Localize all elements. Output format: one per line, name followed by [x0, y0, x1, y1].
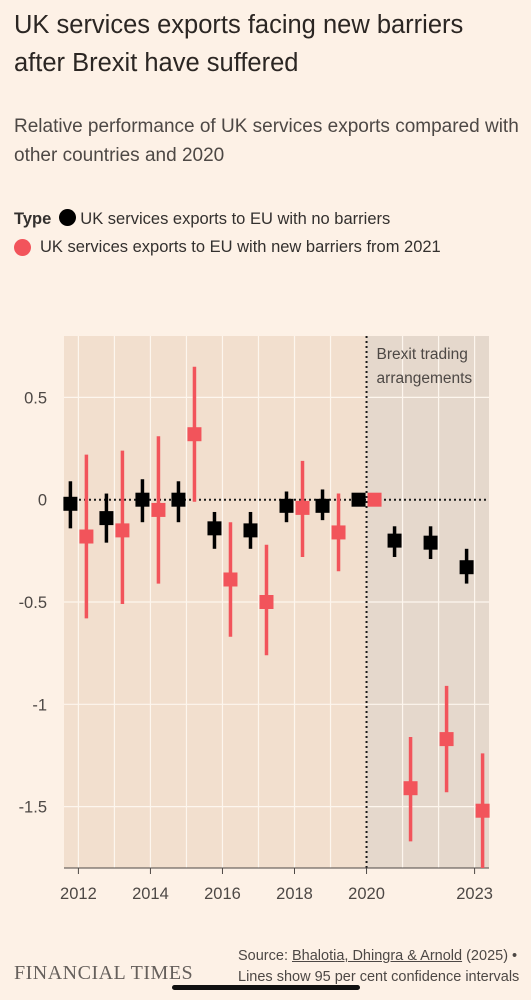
point-no-barriers: [207, 521, 222, 536]
x-tick-label: 2016: [204, 885, 241, 903]
y-tick-label: 0: [38, 492, 47, 510]
point-no-barriers: [279, 498, 294, 513]
legend-label-no-barriers: UK services exports to EU with no barrie…: [80, 210, 391, 228]
point-new-barriers: [187, 427, 202, 442]
legend-row-new-barriers: UK services exports to EU with new barri…: [14, 234, 519, 260]
source-rest: (2025) • Lines show 95 per cent confiden…: [238, 948, 520, 985]
point-no-barriers: [135, 492, 150, 507]
point-new-barriers: [259, 595, 274, 609]
point-no-barriers: [315, 498, 330, 513]
legend-dot-black: [59, 209, 77, 226]
x-tick-label: 2020: [348, 885, 385, 903]
point-new-barriers: [115, 523, 130, 538]
point-no-barriers: [423, 535, 438, 550]
point-no-barriers: [387, 533, 402, 548]
y-tick-label: -0.5: [19, 594, 47, 612]
point-new-barriers: [223, 572, 238, 587]
x-tick-label: 2023: [456, 885, 493, 903]
point-new-barriers: [79, 529, 94, 544]
point-no-barriers: [243, 523, 258, 538]
chart-title: UK services exports facing new barriers …: [14, 11, 464, 77]
point-new-barriers: [403, 781, 418, 796]
point-new-barriers: [367, 492, 382, 507]
point-new-barriers: [295, 500, 310, 515]
point-new-barriers: [331, 525, 346, 540]
point-new-barriers: [475, 803, 490, 818]
chart-subtitle: Relative performance of UK services expo…: [14, 116, 519, 166]
legend-type-label: Type: [14, 210, 52, 228]
legend: Type UK services exports to EU with no ba…: [14, 206, 519, 260]
x-tick-label: 2014: [132, 885, 169, 903]
legend-dot-red: [14, 239, 31, 256]
source-link[interactable]: Bhalotia, Dhingra & Arnold: [292, 948, 463, 964]
ft-logo: FINANCIAL TIMES: [14, 962, 194, 984]
x-tick-label: 2012: [60, 885, 97, 903]
point-no-barriers: [459, 560, 474, 575]
source-prefix: Source:: [238, 948, 292, 964]
brexit-annotation: Brexit trading arrangements: [377, 346, 473, 387]
legend-label-new-barriers: UK services exports to EU with new barri…: [40, 238, 441, 256]
point-no-barriers: [351, 492, 366, 507]
x-tick-label: 2018: [276, 885, 313, 903]
dot-plot-chart: 0.5 0 -0.5 -1 -1.5 Brexit trading arrangements…: [19, 336, 493, 903]
y-tick-label: -1.5: [19, 799, 47, 817]
point-new-barriers: [439, 732, 454, 747]
source-note: Source: Bhalotia, Dhingra & Arnold (2025…: [238, 946, 523, 988]
point-no-barriers: [63, 496, 78, 511]
home-indicator: [172, 985, 360, 990]
point-no-barriers: [99, 511, 114, 526]
point-no-barriers: [171, 492, 186, 507]
legend-row-no-barriers: Type UK services exports to EU with no ba…: [14, 206, 519, 234]
y-tick-label: -1: [32, 696, 47, 714]
y-tick-label: 0.5: [24, 389, 47, 407]
point-new-barriers: [151, 502, 166, 517]
